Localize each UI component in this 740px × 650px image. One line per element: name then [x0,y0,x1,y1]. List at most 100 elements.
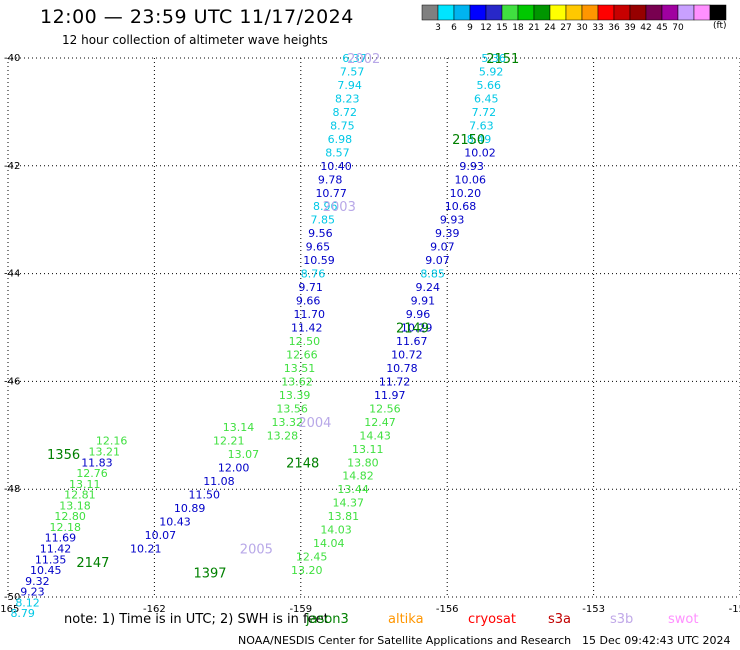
pass-number-label: 1397 [193,567,226,582]
colorbar-label: 18 [512,23,524,33]
wave-height-point: 7.94 [337,79,362,92]
colorbar-swatch [581,4,599,21]
wave-height-point: 8.85 [420,268,445,281]
wave-height-point: 11.67 [396,335,428,348]
wave-height-point: 9.39 [435,227,460,240]
y-tick-label: -46 [4,376,20,387]
wave-height-point: 13.11 [352,443,384,456]
wave-height-point: 11.08 [203,475,235,488]
wave-height-point: 10.59 [303,254,335,267]
wave-height-point: 12.21 [213,435,245,448]
wave-height-point: 9.23 [20,586,45,599]
pass-number-label: 2150 [452,133,485,148]
pass-number-label: 2005 [240,542,273,557]
wave-height-point: 8.96 [313,200,338,213]
colorbar-swatch [469,4,487,21]
wave-height-point: 9.78 [318,173,343,186]
wave-height-point: 13.81 [328,510,360,523]
colorbar-label: 30 [576,23,588,33]
footer-timestamp: 15 Dec 09:42:43 UTC 2024 [582,634,731,647]
wave-height-point: 10.02 [464,146,496,159]
wave-height-point: 13.56 [276,402,308,415]
wave-height-point: 10.20 [450,187,482,200]
colorbar-swatch [437,4,455,21]
wave-height-point: 14.43 [359,429,391,442]
colorbar-swatch [597,4,615,21]
footer-credit: NOAA/NESDIS Center for Satellite Applica… [238,634,572,647]
x-tick-label: -165 [0,604,19,615]
wave-height-point: 7.72 [472,106,497,119]
colorbar-label: 24 [544,23,556,33]
wave-height-point: 12.00 [218,462,250,475]
wave-height-point: 9.93 [459,160,484,173]
satellite-legend-swot: swot [668,612,699,627]
wave-height-point: 7.63 [469,119,494,132]
pass-number-label: 2004 [298,416,331,431]
wave-height-point: 11.42 [291,322,323,335]
wave-height-point: 10.21 [130,542,162,555]
wave-height-point: 9.71 [298,281,323,294]
wave-height-point: 13.32 [272,416,304,429]
wave-height-point: 11.42 [40,542,72,555]
wave-height-point: 5.66 [476,79,501,92]
pass-number-label: 2151 [486,52,519,67]
colorbar-label: 3 [435,23,441,33]
wave-height-point: 9.56 [308,227,333,240]
wave-height-point: 13.11 [69,478,101,491]
colorbar-swatch [501,4,519,21]
wave-height-point: 13.62 [281,375,313,388]
wave-height-point: 12.50 [289,335,321,348]
wave-height-point: 9.65 [306,241,331,254]
wave-height-point: 13.28 [267,429,299,442]
pass-number-label: 2002 [347,52,380,67]
colorbar-swatch [709,4,727,21]
pass-number-label: 1356 [47,448,80,463]
satellite-legend-altika: altika [388,612,424,627]
wave-height-point: 10.43 [159,516,191,529]
wave-height-point: 9.07 [425,254,450,267]
colorbar-label: 33 [592,23,603,33]
wave-height-point: 8.72 [333,106,358,119]
wave-height-point: 10.45 [30,564,62,577]
wave-height-point: 5.36 [481,52,506,65]
colorbar-label: 42 [640,23,651,33]
colorbar-swatch [693,4,711,21]
pass-number-label: 2003 [323,200,356,215]
colorbar-label: 45 [656,23,667,33]
wave-height-point: 12.56 [369,402,401,415]
wave-height-point: 8.57 [325,146,350,159]
colorbar-swatch [645,4,663,21]
wave-height-point: 11.83 [81,456,113,469]
colorbar-label: 70 [672,23,684,33]
colorbar-label: 12 [480,23,491,33]
wave-height-point: 10.68 [445,200,477,213]
colorbar-swatch [565,4,583,21]
wave-height-point: 9.24 [415,281,440,294]
wave-height-point: 14.03 [320,524,352,537]
colorbar-swatch [421,4,439,21]
wave-height-point: 13.51 [284,362,316,375]
x-tick-label: -153 [582,604,605,615]
pass-number-label: 2148 [286,456,319,471]
wave-height-point: 7.57 [340,65,365,78]
wave-height-point: 11.50 [189,489,221,502]
wave-height-point: 14.37 [333,497,365,510]
colorbar-unit: (ft) [713,21,727,31]
wave-height-point: 13.39 [279,389,311,402]
wave-height-point: 9.66 [296,295,321,308]
wave-height-point: 5.92 [479,65,504,78]
wave-height-point: 13.21 [89,445,121,458]
x-tick-label: -162 [143,604,166,615]
colorbar-swatch [517,4,535,21]
wave-height-point: 13.14 [223,421,255,434]
colorbar-swatch [661,4,679,21]
colorbar-label: 39 [624,23,636,33]
satellite-legend-s3a: s3a [548,612,572,627]
colorbar-swatch [549,4,567,21]
wave-height-point: 6.45 [474,92,499,105]
wave-height-point: 8.12 [15,596,40,609]
x-tick-label: -150 [729,604,740,615]
wave-height-point: 12.66 [286,348,318,361]
wave-height-point: 10.40 [320,160,352,173]
wave-height-point: 9.07 [430,241,455,254]
